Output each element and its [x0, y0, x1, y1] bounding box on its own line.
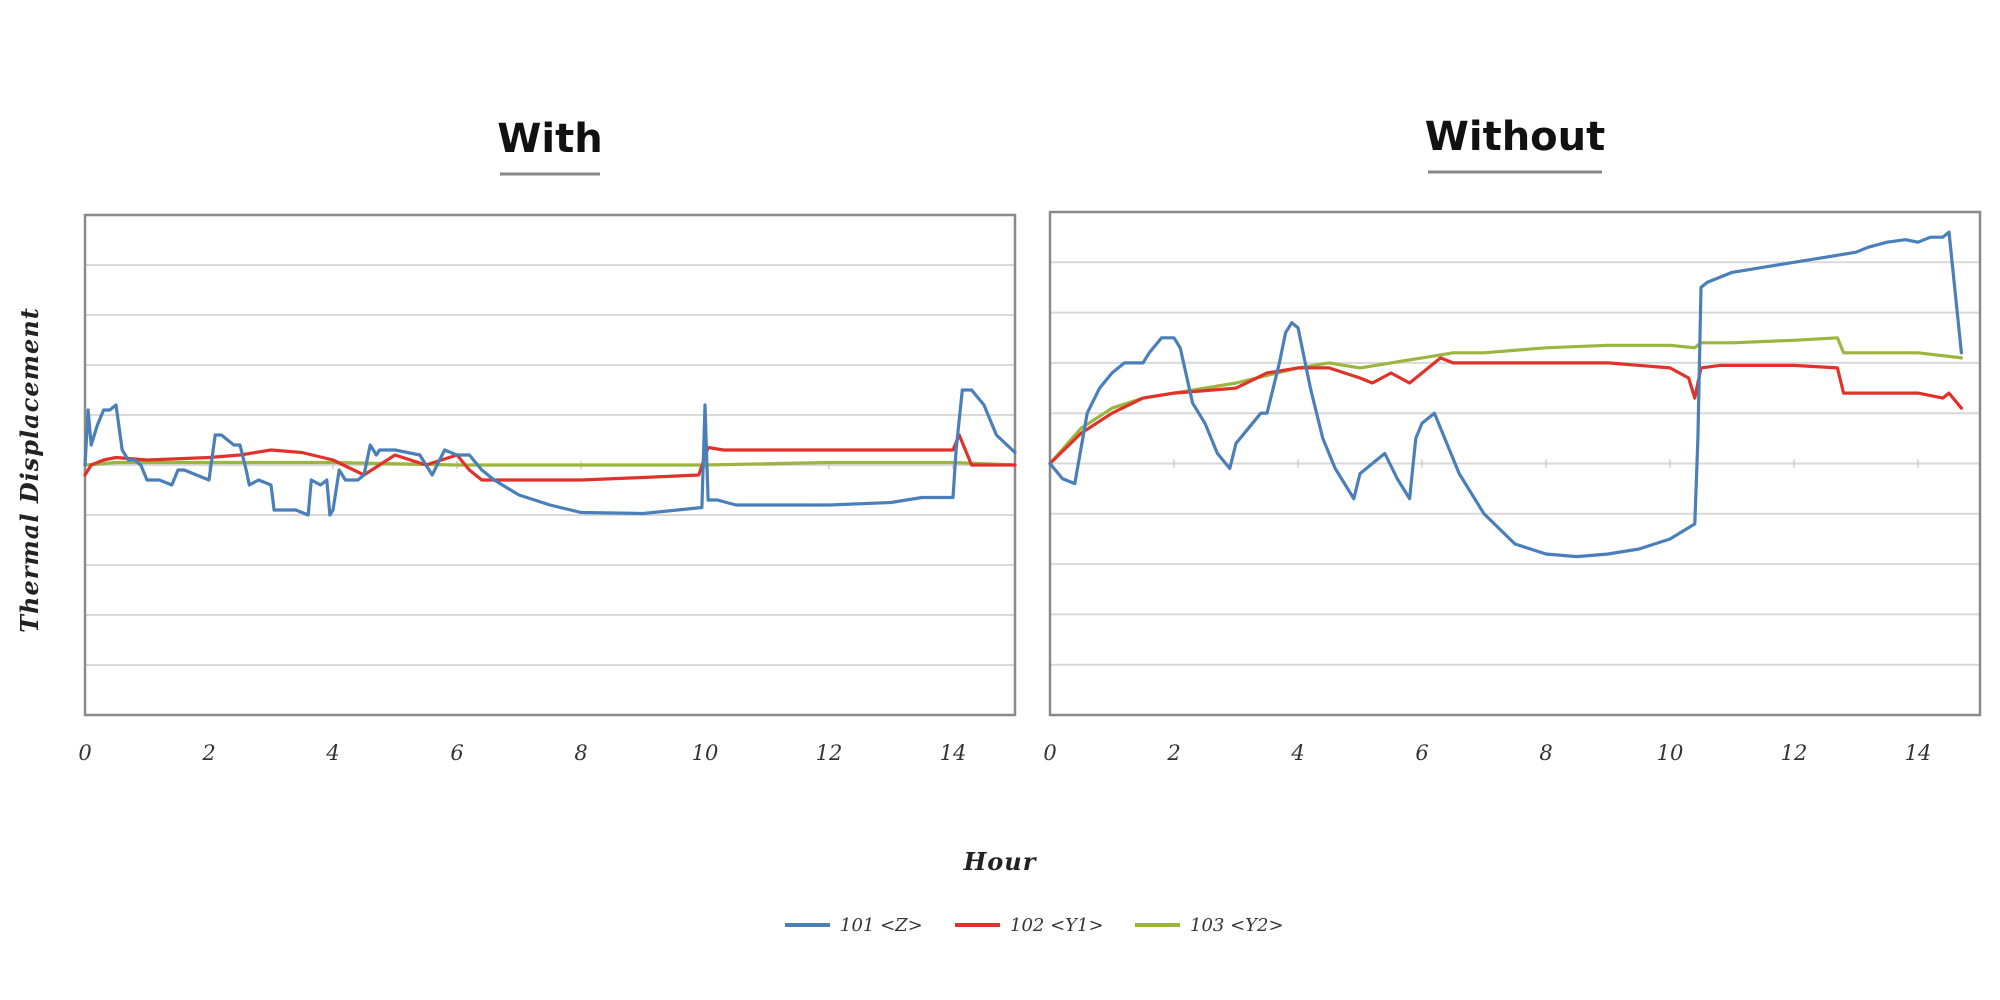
x-tick-label: 8: [1539, 741, 1552, 765]
series-line-102: [1048, 356, 1963, 466]
series-line-103: [83, 460, 1017, 467]
x-axis-title: Hour: [963, 847, 1038, 876]
x-tick-label: 6: [450, 741, 463, 765]
series-line-101: [1048, 230, 1963, 559]
panel-title-1: With: [497, 116, 602, 162]
x-tick-label: 10: [692, 741, 719, 765]
series-line-101: [83, 388, 1017, 517]
x-tick-label: 14: [1905, 741, 1932, 765]
legend-label: 103 <Y2>: [1190, 915, 1284, 936]
y-axis-title: Thermal Displacement: [15, 307, 44, 633]
x-tick-label: 4: [1290, 741, 1304, 765]
legend-label: 101 <Z>: [840, 915, 923, 936]
panel-title-2: Without: [1425, 114, 1606, 160]
x-tick-label: 0: [1043, 741, 1056, 765]
series-line-103: [1048, 336, 1963, 466]
x-tick-label: 2: [1166, 741, 1180, 765]
series-line-102: [83, 433, 1017, 482]
x-tick-label: 0: [78, 741, 91, 765]
legend-label: 102 <Y1>: [1010, 915, 1104, 936]
x-tick-label: 10: [1657, 741, 1684, 765]
x-tick-label: 12: [1781, 741, 1808, 765]
x-tick-label: 2: [201, 741, 215, 765]
x-tick-label: 4: [325, 741, 339, 765]
x-tick-label: 6: [1415, 741, 1428, 765]
x-tick-label: 8: [574, 741, 587, 765]
x-tick-label: 12: [816, 741, 843, 765]
x-tick-label: 14: [940, 741, 967, 765]
